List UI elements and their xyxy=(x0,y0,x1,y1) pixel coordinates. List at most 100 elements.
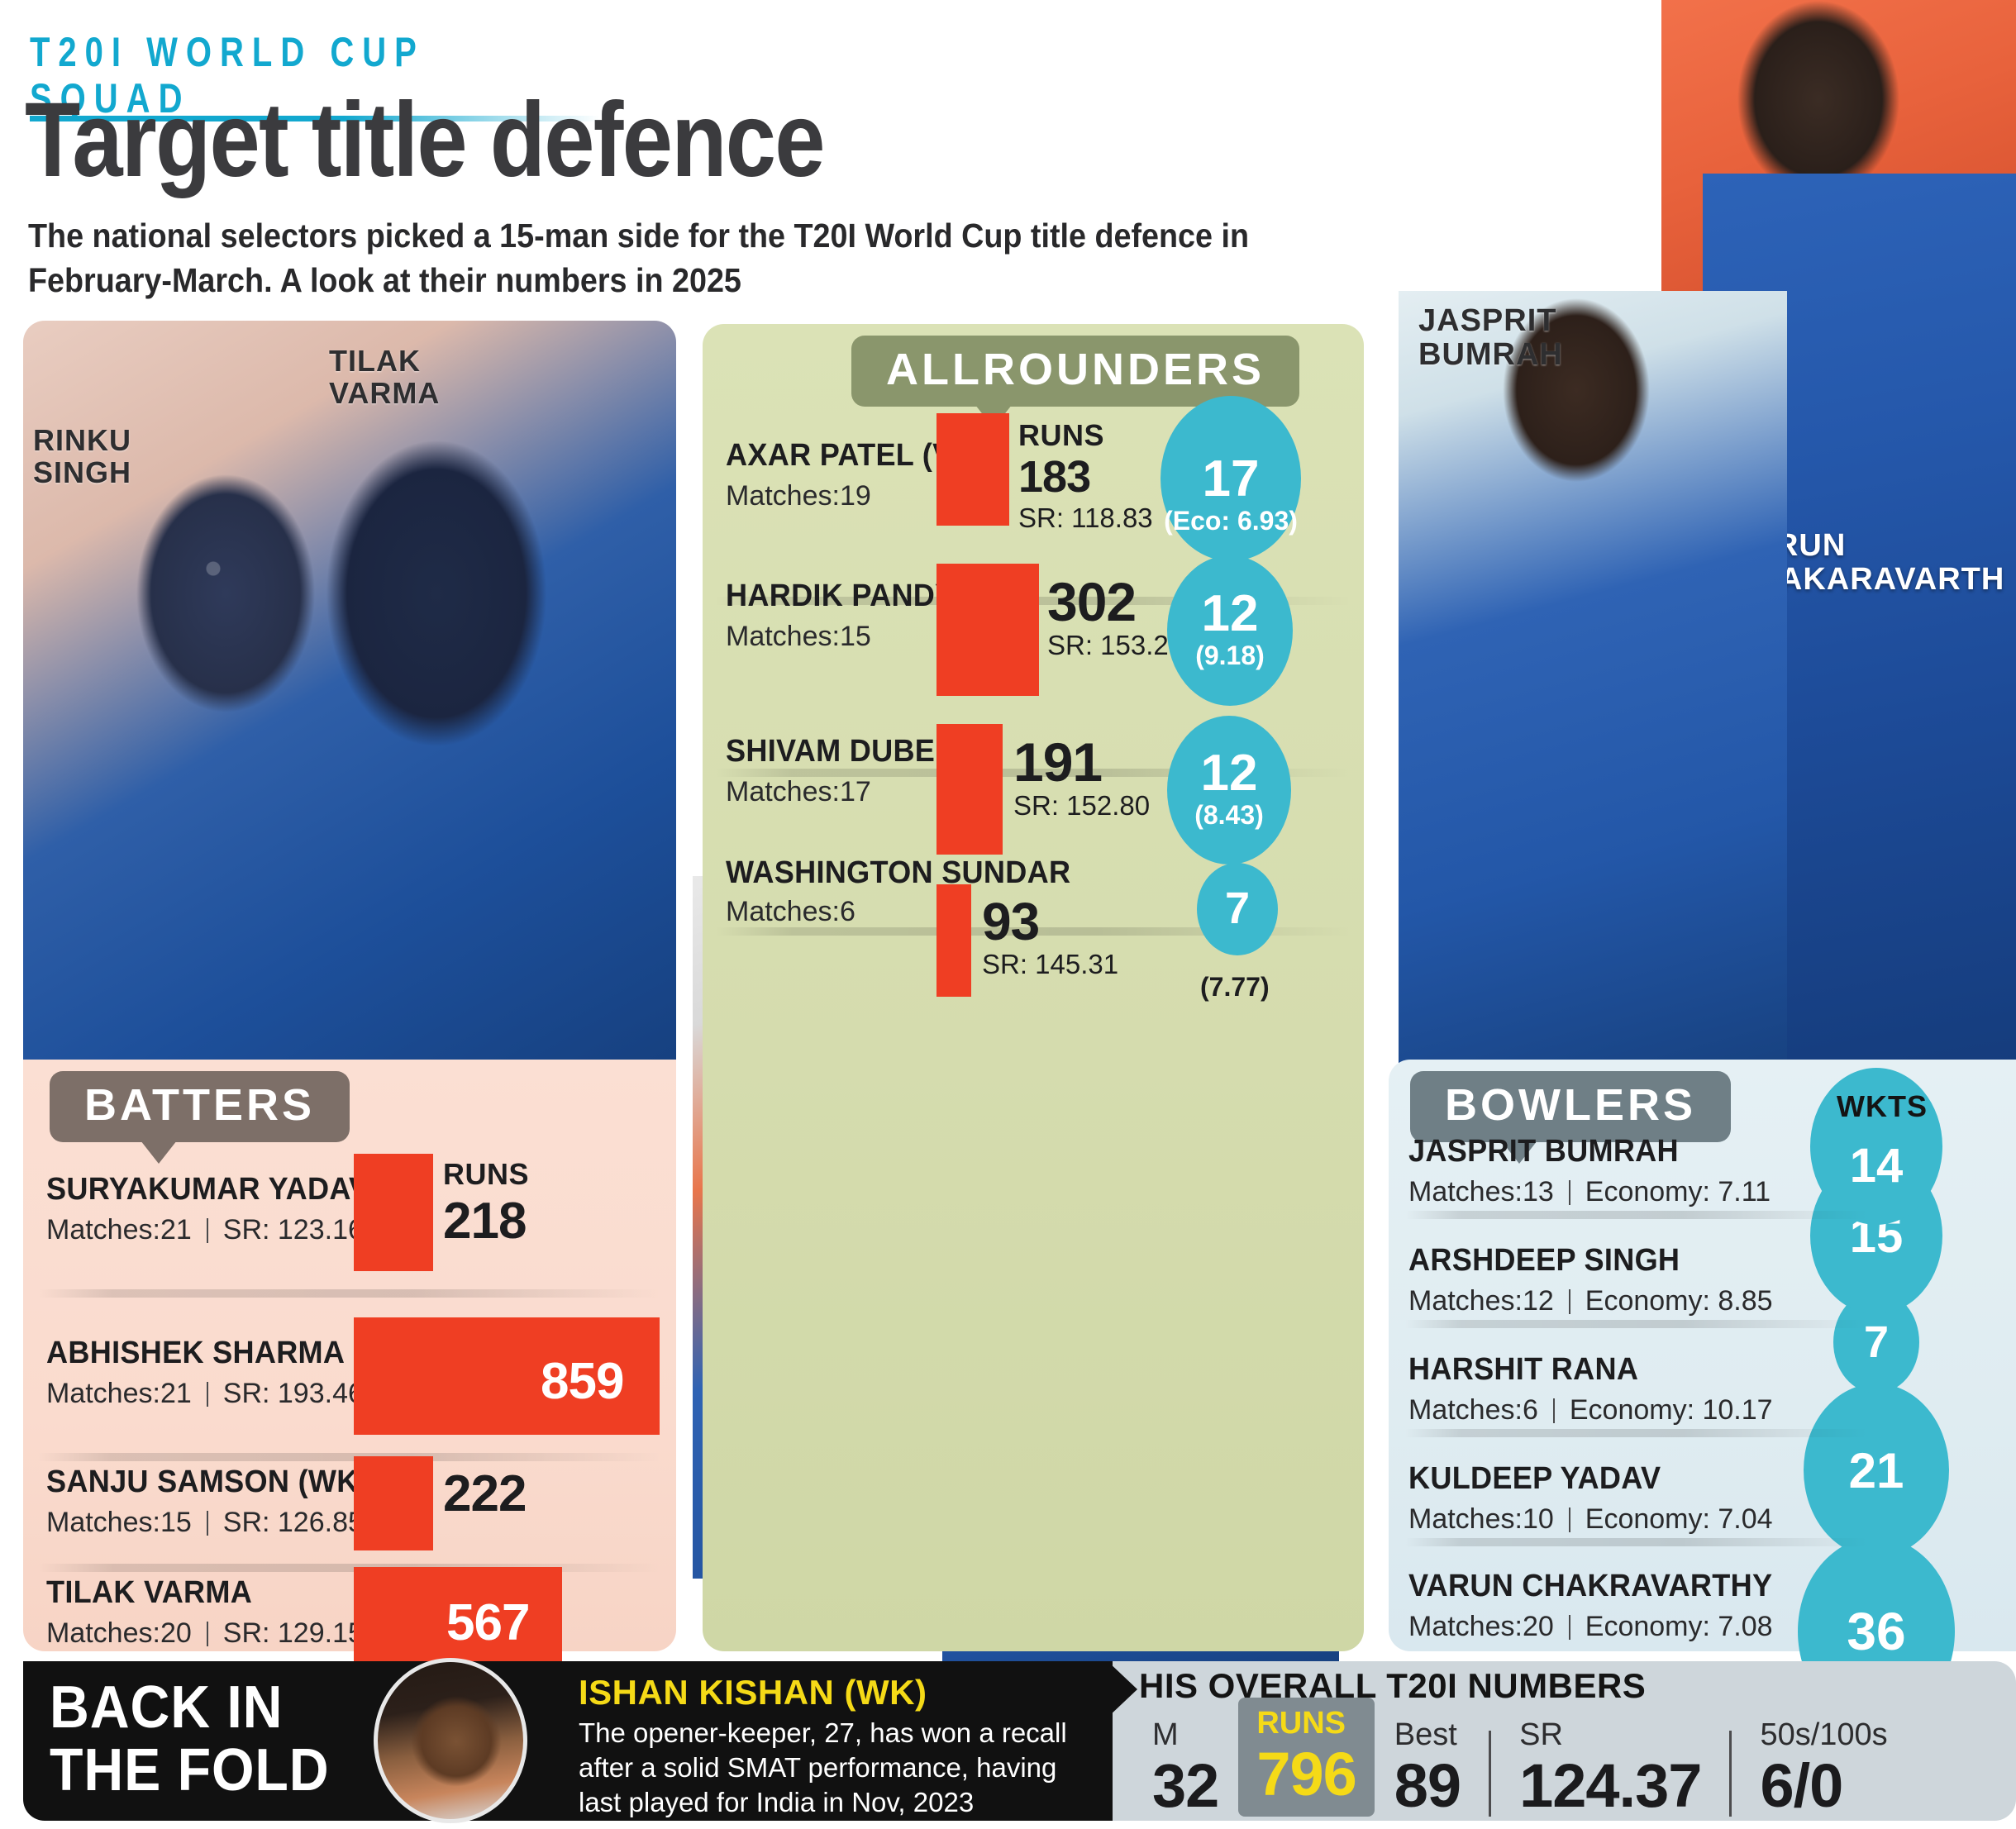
economy-value: (Eco: 6.93) xyxy=(1164,505,1298,536)
runs-value: 859 xyxy=(541,1353,624,1410)
row-divider xyxy=(1405,1320,1868,1328)
player-matches: Matches:17 xyxy=(726,776,871,807)
player-matches: Matches:6 xyxy=(1408,1394,1538,1426)
player-matches: Matches:10 xyxy=(1408,1503,1554,1535)
runs-caption: RUNS xyxy=(1018,418,1105,452)
overall-stats-row: M 32 RUNS 796 Best 89 SR 124.37 50s/100s… xyxy=(1132,1698,1908,1820)
wickets-circle: 7 xyxy=(1197,863,1278,955)
player-name: ARSHDEEP SINGH xyxy=(1408,1243,1680,1278)
stat-label: SR xyxy=(1519,1717,1563,1752)
runs-bar xyxy=(937,884,971,997)
wickets-value: 12 xyxy=(1200,745,1258,803)
economy: Economy: 8.85 xyxy=(1585,1285,1773,1317)
runs-bar xyxy=(937,413,1009,526)
runs-bar xyxy=(354,1154,433,1271)
row-divider xyxy=(38,1453,662,1461)
player-name: VARUN CHAKRAVARTHY xyxy=(1408,1569,1773,1603)
bowler-row: JASPRIT BUMRAH Matches:13 Economy: 7.11 xyxy=(1408,1134,1771,1208)
player-name: HARSHIT RANA xyxy=(1408,1352,1639,1387)
meta-separator xyxy=(206,1218,208,1243)
stat-fifties-hundreds: 50s/100s 6/0 xyxy=(1740,1719,1907,1817)
economy: Economy: 10.17 xyxy=(1569,1394,1773,1426)
player-meta: Matches:21 SR: 193.46 xyxy=(46,1378,364,1410)
row-divider xyxy=(38,1289,662,1298)
tab-pointer-icon xyxy=(141,1141,177,1164)
stat-strike-rate: SR 124.37 xyxy=(1499,1719,1721,1817)
wkts-caption: WKTS xyxy=(1837,1089,1928,1123)
runs-value: 222 xyxy=(443,1465,527,1522)
player-meta: Matches:10 Economy: 7.04 xyxy=(1408,1503,1773,1536)
player-meta: Matches:20 SR: 129.15 xyxy=(46,1617,364,1650)
photo-label-rinku: RINKU SINGH xyxy=(33,423,132,489)
runs-value: 567 xyxy=(446,1594,530,1651)
back-in-fold-title: BACK IN THE FOLD xyxy=(50,1674,330,1804)
player-meta: Matches:6 Economy: 10.17 xyxy=(1408,1394,1773,1427)
kicker-text: T20I WORLD CUP SQUAD xyxy=(30,30,425,122)
runs-value: 302 xyxy=(1047,571,1137,632)
player-name: JASPRIT BUMRAH xyxy=(1408,1134,1679,1169)
tab-label-batters: BATTERS xyxy=(84,1080,315,1130)
strike-rate: SR: 118.83 xyxy=(1018,502,1153,533)
player-meta: Matches:21 SR: 123.16 xyxy=(46,1214,439,1246)
wickets-bubble: 14 xyxy=(1810,1068,1942,1225)
player-matches: Matches:6 xyxy=(726,896,855,928)
runs-bar xyxy=(354,1317,660,1435)
economy-value: (8.43) xyxy=(1194,799,1264,830)
stat-divider xyxy=(1489,1731,1492,1817)
stat-value: 6/0 xyxy=(1760,1751,1843,1820)
wickets-value: 17 xyxy=(1202,450,1260,508)
stat-best: Best 89 xyxy=(1375,1719,1480,1817)
overall-numbers-title: HIS OVERALL T20I NUMBERS xyxy=(1139,1666,1647,1705)
economy: Economy: 7.11 xyxy=(1585,1176,1771,1207)
row-divider xyxy=(716,769,1352,777)
strike-rate: SR: 193.46 xyxy=(222,1378,364,1409)
runs-bar xyxy=(937,564,1039,696)
runs-value: 93 xyxy=(982,892,1040,951)
avatar-ishan-kishan xyxy=(374,1658,527,1823)
strike-rate: SR: 129.15 xyxy=(222,1617,364,1649)
runs-value: 191 xyxy=(1013,731,1103,793)
row-divider xyxy=(1405,1538,1868,1546)
page-title: Target title defence xyxy=(25,81,825,199)
meta-separator xyxy=(206,1622,208,1646)
stat-value: 124.37 xyxy=(1519,1751,1702,1820)
allrounder-row: SHIVAM DUBE Matches:17 xyxy=(726,734,946,808)
batter-row: SANJU SAMSON (WK) Matches:15 SR: 126.85 xyxy=(46,1465,385,1539)
meta-separator xyxy=(1552,1398,1555,1423)
wickets-circle: 12 (8.43) xyxy=(1167,716,1291,864)
player-name: SHIVAM DUBE xyxy=(726,734,936,769)
player-meta: Matches:12 Economy: 8.85 xyxy=(1408,1285,1773,1317)
runs-value: 218 xyxy=(443,1193,527,1250)
stat-value: 796 xyxy=(1256,1740,1356,1808)
runs-bar xyxy=(354,1456,433,1550)
player-meta: Matches:15 SR: 126.85 xyxy=(46,1507,385,1539)
photo-jasprit-bumrah: JASPRIT BUMRAH xyxy=(1399,291,1787,1076)
kicker-block: T20I WORLD CUP SQUAD xyxy=(30,30,600,122)
photo-label-tilak: TILAK VARMA xyxy=(329,344,441,410)
ishan-name: ISHAN KISHAN (WK) xyxy=(579,1673,927,1712)
wickets-bubble: 21 xyxy=(1804,1384,1949,1557)
stat-runs: RUNS 796 xyxy=(1238,1698,1375,1817)
meta-separator xyxy=(1568,1507,1570,1532)
player-name: TILAK VARMA xyxy=(46,1575,253,1610)
strike-rate: SR: 152.80 xyxy=(1013,790,1151,821)
player-matches: Matches:21 xyxy=(46,1378,192,1409)
wickets-circle: 17 (Eco: 6.93) xyxy=(1161,396,1301,561)
player-matches: Matches:12 xyxy=(1408,1285,1554,1317)
batter-row: TILAK VARMA Matches:20 SR: 129.15 xyxy=(46,1575,364,1650)
meta-separator xyxy=(1568,1180,1570,1205)
section-tab-bowlers: BOWLERS xyxy=(1410,1071,1731,1164)
stat-value: 32 xyxy=(1152,1751,1219,1820)
row-divider xyxy=(1405,1211,1868,1219)
meta-separator xyxy=(206,1511,208,1536)
photo-label-bumrah: JASPRIT BUMRAH xyxy=(1418,303,1563,373)
row-divider xyxy=(38,1564,662,1572)
strike-rate: SR: 123.16 xyxy=(222,1214,364,1246)
stat-label: 50s/100s xyxy=(1760,1717,1888,1752)
row-divider xyxy=(1405,1429,1868,1437)
tab-label-allrounders: ALLROUNDERS xyxy=(886,345,1265,394)
tab-label-bowlers: BOWLERS xyxy=(1445,1080,1696,1130)
player-meta: Matches:20 Economy: 7.08 xyxy=(1408,1611,1792,1643)
meta-separator xyxy=(206,1382,208,1407)
